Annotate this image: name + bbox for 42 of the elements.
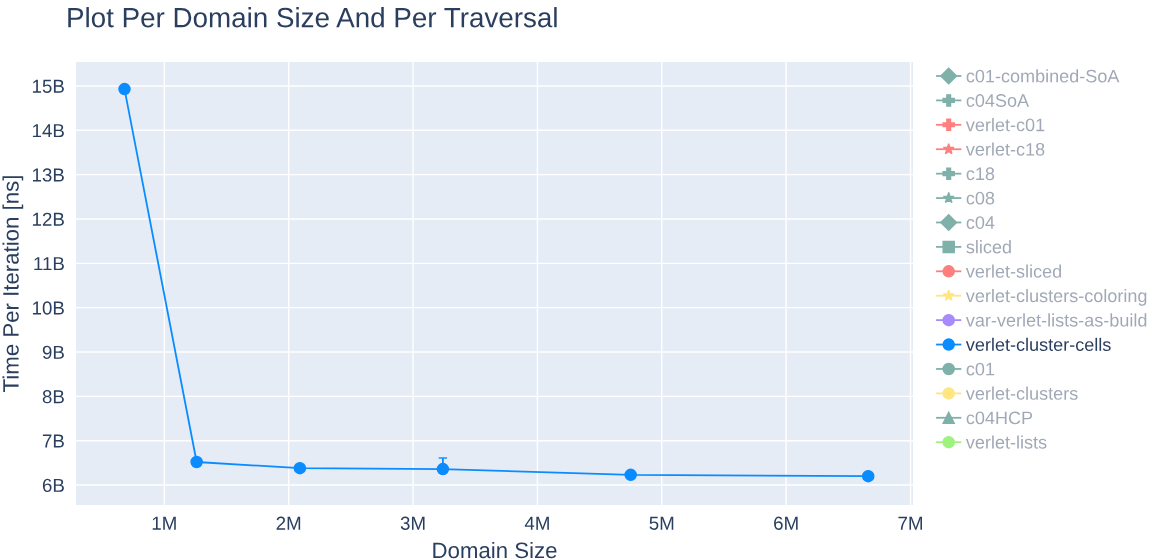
legend-label: verlet-lists xyxy=(965,435,1047,449)
legend-label: sliced xyxy=(966,240,1011,254)
y-tick-label: 13B xyxy=(32,168,64,182)
legend-label: c04SoA xyxy=(966,94,1030,107)
legend-label: verlet-c01 xyxy=(965,118,1045,132)
y-tick-label: 12B xyxy=(32,212,64,226)
point xyxy=(118,82,131,96)
y-tick-label: 8B xyxy=(42,390,64,404)
legend-label: verlet-sliced xyxy=(965,264,1062,278)
x-tick-label: 1M xyxy=(152,516,176,530)
legend-label: c01 xyxy=(966,362,995,376)
legend-label: c04 xyxy=(966,216,995,229)
x-axis-title: Domain Size xyxy=(433,541,557,559)
y-tick-label: 6B xyxy=(42,478,64,493)
point xyxy=(293,461,307,475)
legend-label: verlet-c18 xyxy=(965,142,1045,156)
legend-label: c01-combined-SoA xyxy=(966,69,1120,83)
x-tick-label: 5M xyxy=(649,516,674,530)
y-tick-label: 9B xyxy=(42,345,64,359)
x-tick-label: 7M xyxy=(898,516,922,530)
y-tick-label: 11B xyxy=(34,257,64,271)
point xyxy=(624,468,637,482)
y-tick-label: 7B xyxy=(42,434,64,448)
point xyxy=(190,455,203,469)
x-tick-label: 2M xyxy=(276,516,301,530)
y-tick-label: 15B xyxy=(32,79,64,93)
point xyxy=(861,469,875,483)
legend-label: c04HCP xyxy=(966,411,1033,425)
legend-label: verlet-clusters-coloring xyxy=(965,288,1147,306)
legend-label: verlet-cluster-cells xyxy=(965,337,1111,352)
chart-title: Plot Per Domain Size And Per Traversal xyxy=(68,7,557,28)
legend-label: c08 xyxy=(966,191,995,205)
y-tick-label: 14B xyxy=(32,124,64,138)
x-tick-label: 6M xyxy=(774,516,798,530)
y-tick-label: 10B xyxy=(32,301,64,315)
legend-label: c18 xyxy=(966,167,995,181)
point xyxy=(436,462,450,476)
y-axis-title: Time Per Iteration [ns] xyxy=(2,176,24,392)
x-tick-label: 4M xyxy=(524,516,549,530)
legend-label: var-verlet-lists-as-build xyxy=(965,313,1147,327)
x-tick-label: 3M xyxy=(400,516,425,530)
legend-label: verlet-clusters xyxy=(965,386,1078,400)
